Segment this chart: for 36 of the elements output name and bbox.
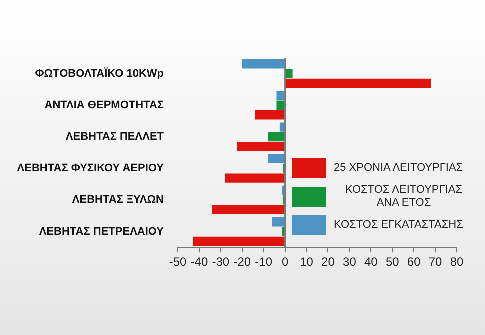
x-tick-label: -10 bbox=[255, 255, 273, 270]
bar bbox=[237, 142, 285, 152]
x-tick-label: 40 bbox=[364, 255, 378, 270]
y-tick-label: ΛΕΒΗΤΑΣ ΞΥΛΩΝ bbox=[72, 194, 164, 206]
bar bbox=[242, 60, 285, 69]
legend-label: 25 ΧΡΟΝΙΑ ΛΕΙΤΟΥΡΓΙΑΣ bbox=[334, 162, 464, 174]
legend-label: ΚΟΣΤΟΣ ΛΕΙΤΟΥΡΓΙΑΣ ΑΝΑ ΕΤΟΣ bbox=[344, 184, 464, 210]
bar bbox=[272, 218, 285, 227]
bar bbox=[193, 236, 285, 246]
bar bbox=[286, 78, 432, 88]
x-tick-label: 70 bbox=[428, 255, 443, 270]
bar bbox=[268, 154, 285, 164]
y-tick-label: ΛΕΒΗΤΑΣ ΠΕΤΡΕΛΑΙΟΥ bbox=[39, 226, 165, 238]
x-tick-label: -50 bbox=[169, 255, 187, 270]
y-tick-label: ΛΕΒΗΤΑΣ ΦΥΣΙΚΟΥ ΑΕΡΙΟΥ bbox=[17, 162, 165, 175]
x-tick-label: 60 bbox=[407, 255, 422, 270]
bar bbox=[286, 69, 293, 78]
x-tick-label: -30 bbox=[212, 255, 230, 270]
bar bbox=[255, 110, 285, 120]
bar bbox=[225, 174, 285, 183]
x-tick-label: -40 bbox=[190, 255, 208, 270]
x-tick-label: 50 bbox=[386, 255, 400, 270]
x-tick-label: 0 bbox=[282, 255, 289, 270]
x-tick-label: 20 bbox=[322, 255, 336, 270]
x-tick-label: -20 bbox=[234, 255, 252, 270]
bar bbox=[268, 132, 285, 142]
y-tick-label: ΑΝΤΛΙΑ ΘΕΡΜΟΤΗΤΑΣ bbox=[44, 99, 164, 112]
legend-label: ΚΟΣΤΟΣ ΕΓΚΑΤΑΣΤΑΣΗΣ bbox=[334, 218, 464, 232]
y-tick-label: ΛΕΒΗΤΑΣ ΠΕΛΛΕΤ bbox=[66, 131, 164, 144]
x-tick-label: 80 bbox=[450, 255, 464, 270]
x-tick-label: 30 bbox=[343, 255, 357, 270]
y-tick-label: ΦΩΤΟΒΟΛΤΑΪΚΟ 10KWp bbox=[35, 66, 164, 80]
bar bbox=[212, 205, 285, 214]
x-tick-label: 10 bbox=[300, 255, 314, 270]
bar bbox=[276, 100, 285, 110]
bar bbox=[276, 91, 285, 100]
